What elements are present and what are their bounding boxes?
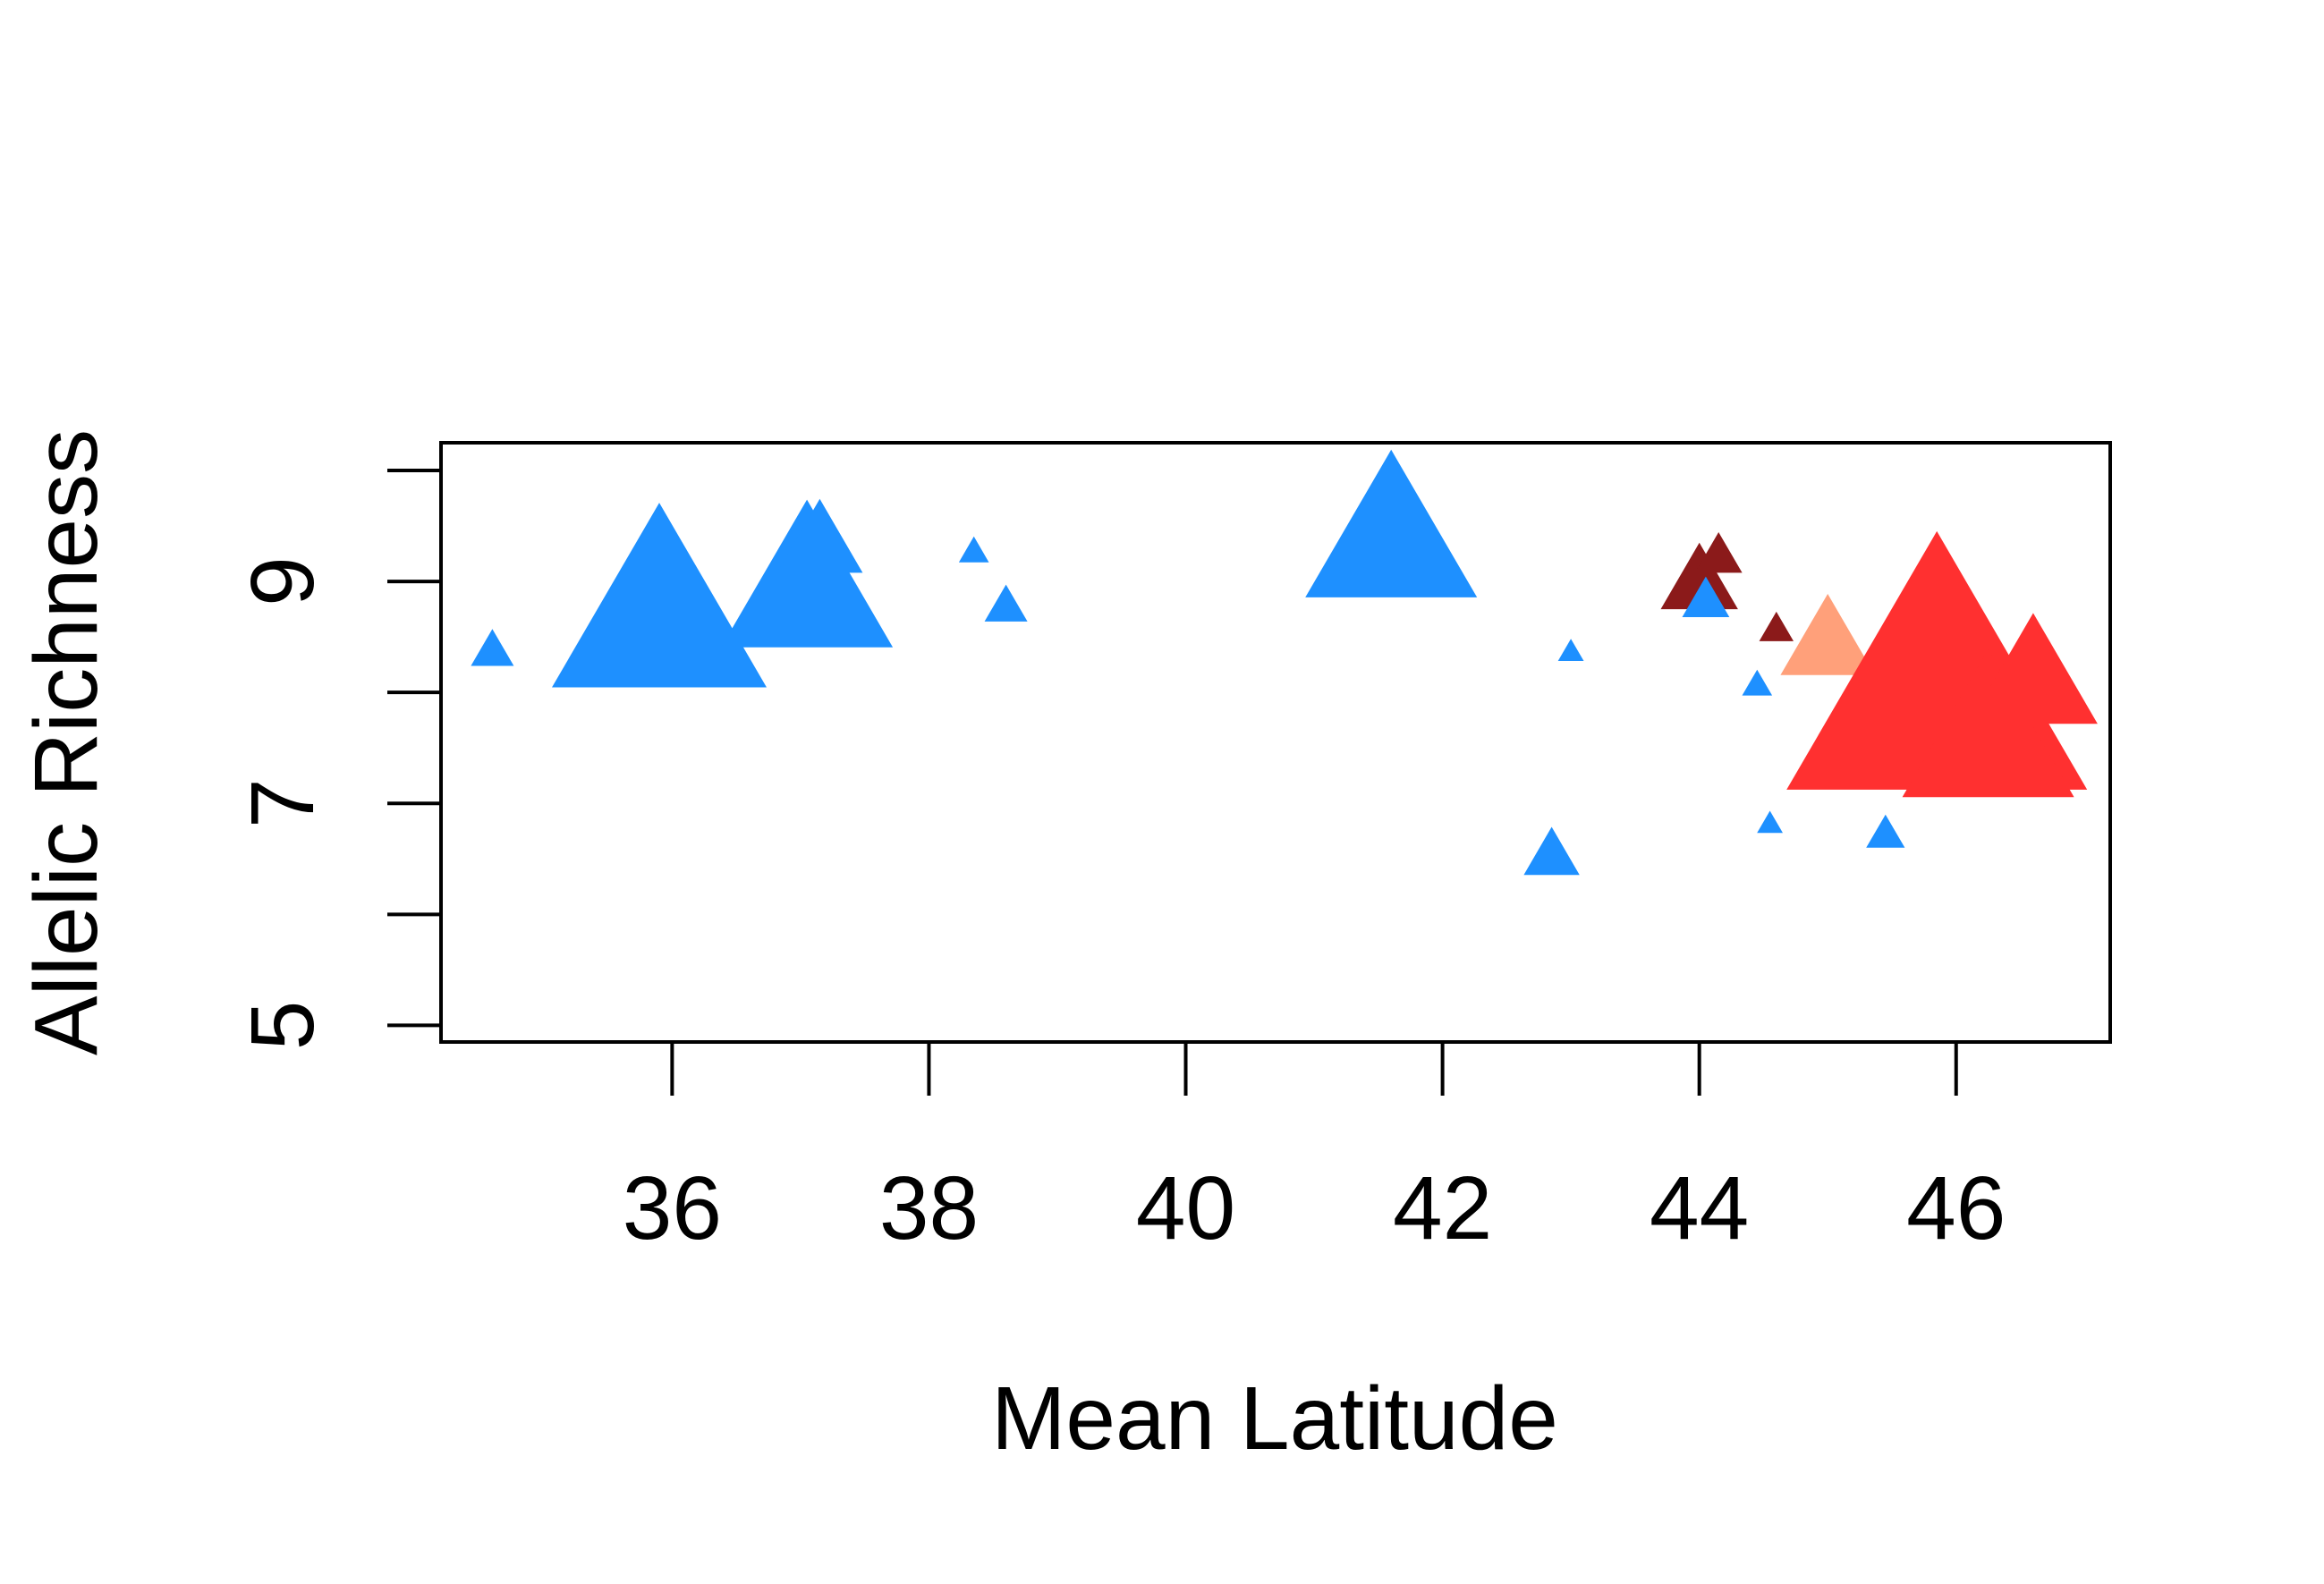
- y-tick-label-4: 9: [233, 556, 333, 606]
- points-layer: [471, 449, 2098, 876]
- data-point-14: [1759, 611, 1794, 641]
- y-axis: 5 7 9: [233, 469, 443, 1051]
- data-point-10: [1694, 532, 1743, 573]
- data-point-5: [984, 584, 1028, 622]
- x-tick-label-5: 46: [1906, 1158, 2006, 1258]
- data-point-1: [552, 503, 767, 688]
- data-point-3: [776, 498, 863, 573]
- y-tick-label-0: 5: [233, 1001, 333, 1051]
- data-point-11: [1682, 576, 1730, 617]
- y-axis-label: Allelic Richness: [16, 429, 116, 1055]
- x-axis: 36 38 40 42 44 46: [623, 1040, 2006, 1258]
- y-tick-label-2: 7: [233, 778, 333, 828]
- x-tick-label-3: 42: [1393, 1158, 1492, 1258]
- data-point-7: [1523, 826, 1580, 876]
- data-point-17: [1866, 814, 1905, 848]
- data-point-13: [1757, 810, 1783, 834]
- data-point-4: [958, 536, 989, 563]
- data-point-2: [721, 499, 894, 648]
- data-point-0: [471, 629, 514, 666]
- data-point-9: [1660, 542, 1738, 610]
- x-tick-label-0: 36: [623, 1158, 722, 1258]
- data-point-20: [1968, 613, 2098, 724]
- x-axis-label: Mean Latitude: [991, 1368, 1558, 1469]
- x-tick-label-2: 40: [1136, 1158, 1235, 1258]
- data-point-12: [1742, 669, 1773, 696]
- data-point-6: [1305, 449, 1478, 597]
- x-tick-label-1: 38: [879, 1158, 979, 1258]
- x-tick-label-4: 44: [1650, 1158, 1749, 1258]
- data-point-15: [1780, 594, 1875, 675]
- data-point-8: [1557, 639, 1584, 661]
